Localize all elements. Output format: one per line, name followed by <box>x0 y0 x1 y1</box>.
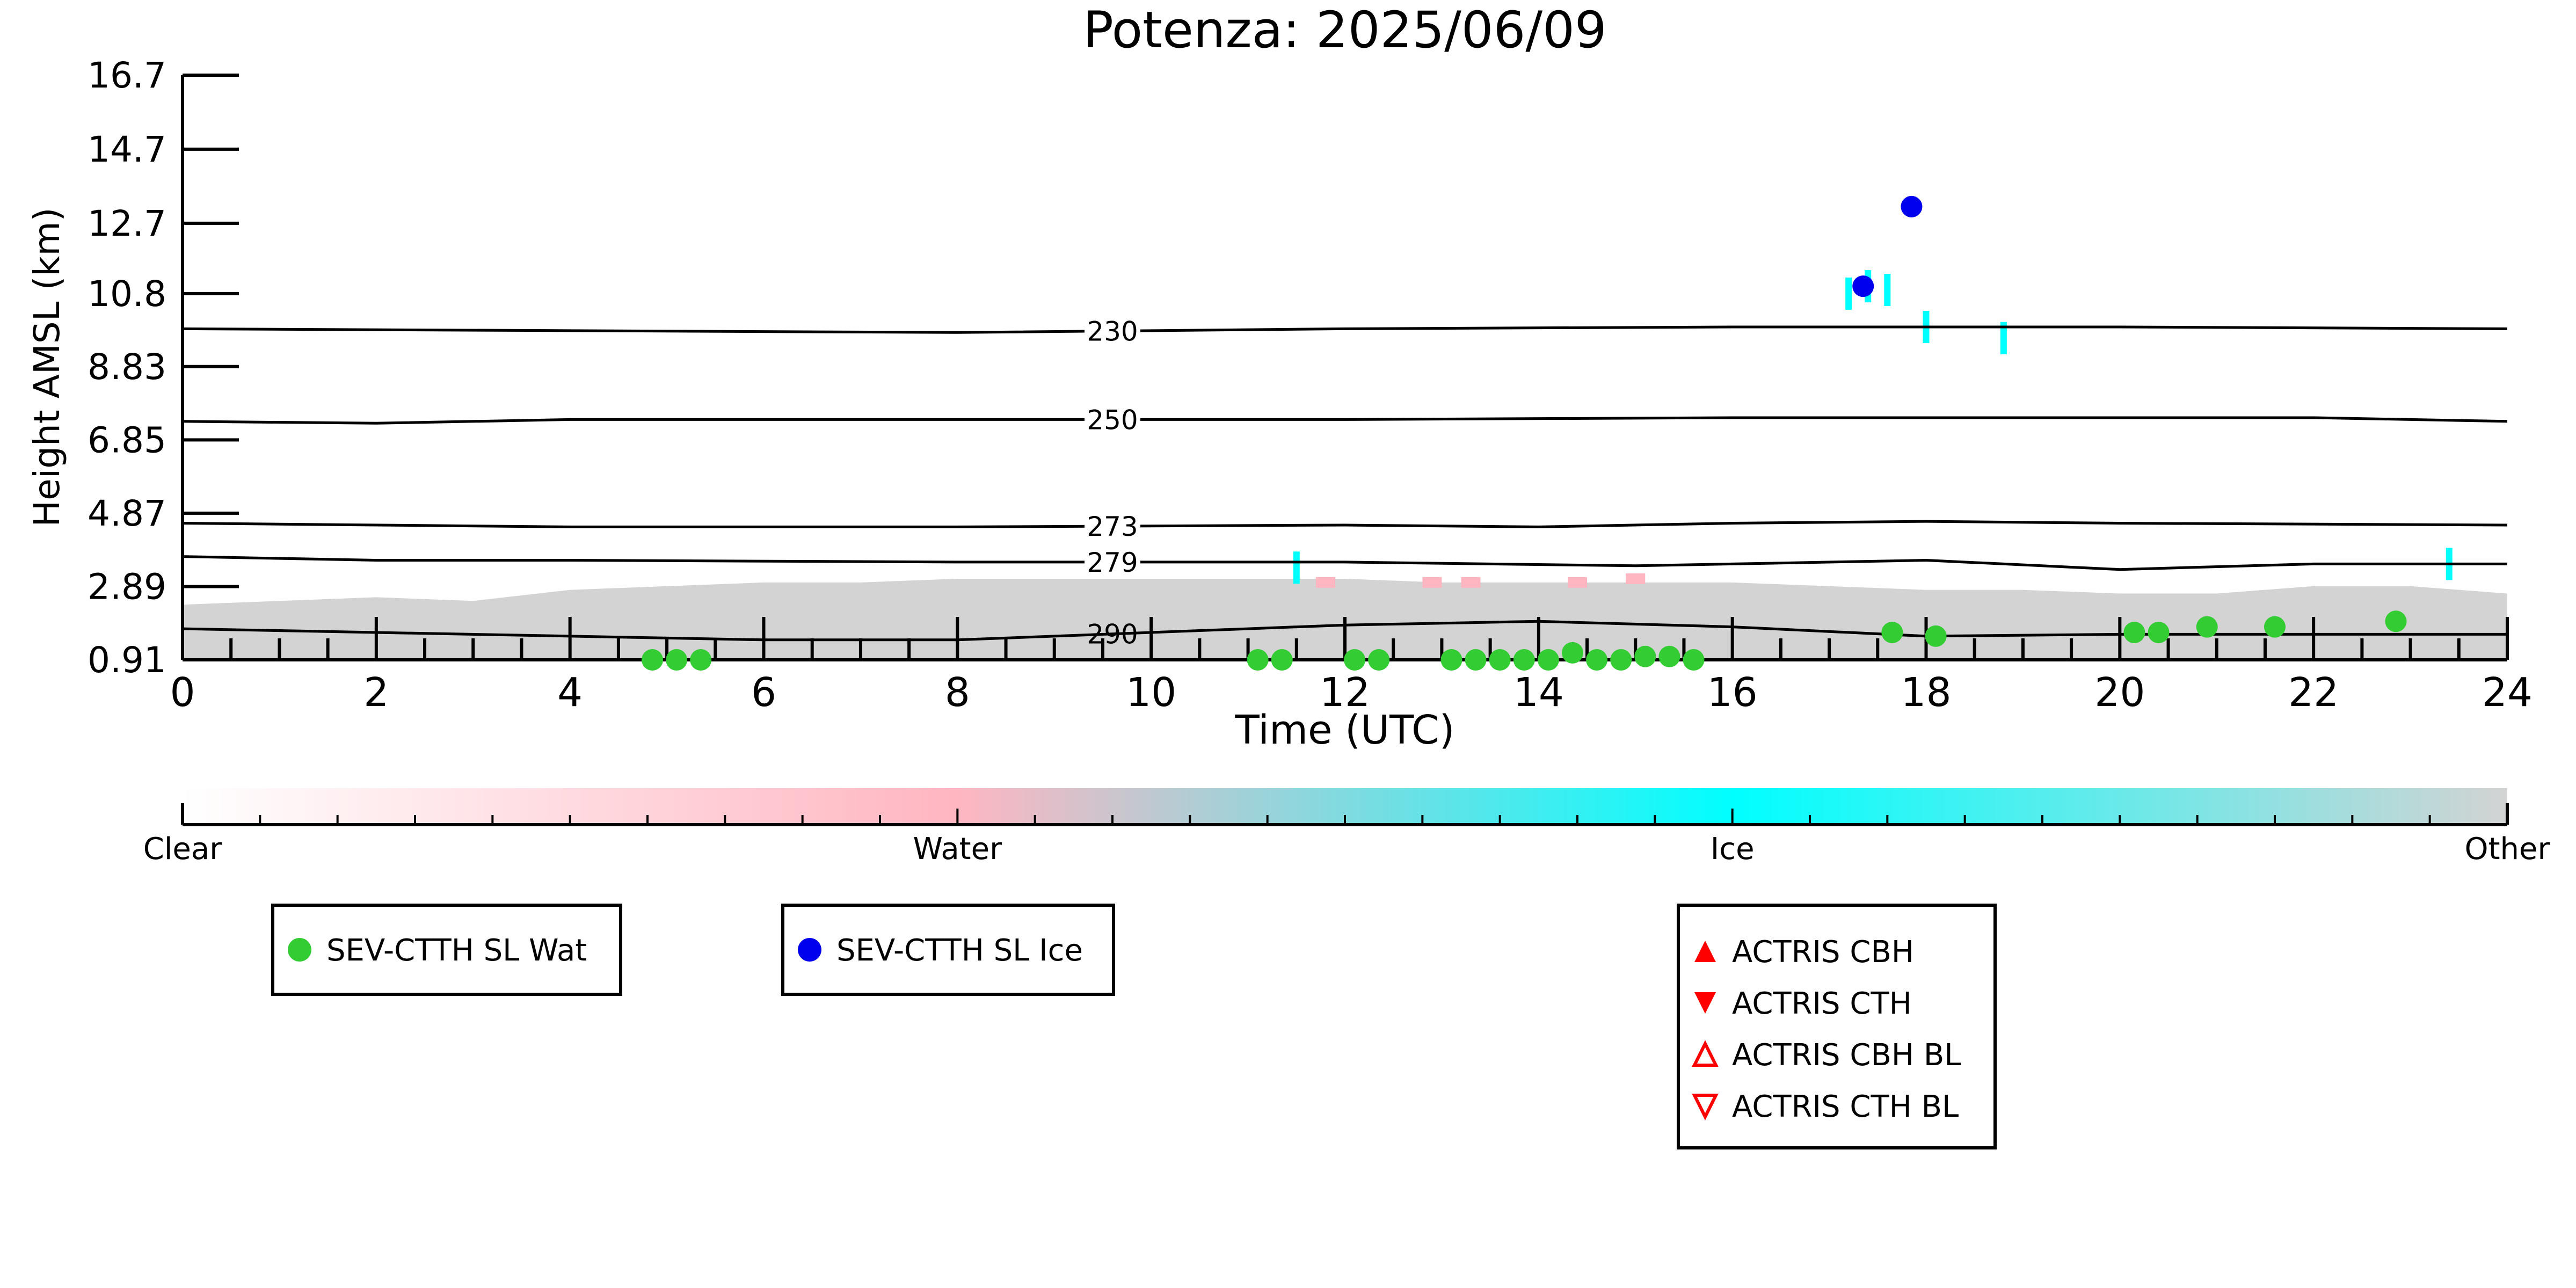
legends: SEV-CTTH SL Wat SEV-CTTH SL Ice ACTRIS CBH… <box>271 904 1997 1149</box>
colorbar-label-other: Other <box>2464 832 2550 867</box>
contour-label-bg <box>1085 512 1140 541</box>
contour-label-bg <box>1085 548 1140 576</box>
contour-label-bg <box>1085 405 1140 434</box>
y-tick-label: 16.7 <box>88 55 166 96</box>
y-tick-label: 10.8 <box>88 273 166 315</box>
ice-class-patch <box>1845 277 1852 310</box>
point-sev-ctth-sl-wat <box>1925 625 1947 647</box>
legend-label: SEV-CTTH SL Ice <box>836 933 1083 968</box>
y-tick-label: 8.83 <box>88 346 166 388</box>
water-class-patch <box>1568 577 1587 588</box>
x-tick-label: 4 <box>557 670 583 716</box>
x-tick-label: 14 <box>1513 670 1564 716</box>
colorbar-label-water: Water <box>913 832 1003 867</box>
point-sev-ctth-sl-wat <box>1440 649 1462 671</box>
point-sev-ctth-sl-wat <box>1881 621 1903 643</box>
contour-279 <box>182 555 2507 571</box>
x-tick-label: 20 <box>2094 670 2145 716</box>
x-tick-label: 22 <box>2288 670 2339 716</box>
legend-marker <box>1694 941 1716 962</box>
x-tick-label: 18 <box>1901 670 1951 716</box>
legend-label: ACTRIS CBH <box>1732 935 1914 970</box>
y-tick-label: 6.85 <box>88 419 166 461</box>
x-tick-label: 8 <box>945 670 970 716</box>
x-tick-label: 24 <box>2482 670 2533 716</box>
contour-label-250: 250 <box>1087 404 1138 435</box>
point-sev-ctth-sl-wat <box>1683 649 1705 671</box>
point-sev-ctth-sl-wat <box>1489 649 1511 671</box>
x-tick-label: 16 <box>1707 670 1758 716</box>
legend-box <box>1677 904 1997 1149</box>
x-tick-label: 2 <box>363 670 389 716</box>
water-class-patch <box>1422 577 1442 588</box>
legend-marker <box>1692 1094 1719 1120</box>
legend-marker <box>798 938 821 962</box>
legend-label: ACTRIS CTH <box>1732 986 1912 1021</box>
point-sev-ctth-sl-wat <box>1561 642 1583 664</box>
point-sev-ctth-sl-ice <box>1901 195 1923 217</box>
x-tick-label: 10 <box>1126 670 1176 716</box>
ice-class-patch <box>1293 551 1300 584</box>
point-sev-ctth-sl-wat <box>642 649 664 671</box>
point-sev-ctth-sl-wat <box>1271 649 1293 671</box>
x-tick-label: 12 <box>1320 670 1370 716</box>
colorbar-axis: Clear Water Ice Other <box>143 803 2550 867</box>
ice-class-patch <box>1884 274 1891 307</box>
legend-marker <box>288 938 311 962</box>
point-sev-ctth-sl-wat <box>1537 649 1559 671</box>
contour-label-230: 230 <box>1087 316 1138 347</box>
colorbar-label-ice: Ice <box>1711 832 1755 867</box>
legend-label: SEV-CTTH SL Wat <box>326 933 587 968</box>
legend-label: ACTRIS CTH BL <box>1732 1089 1959 1124</box>
legend-box <box>781 904 1115 996</box>
contour-250 <box>182 416 2508 425</box>
legend-label: ACTRIS CBH BL <box>1732 1038 1961 1073</box>
point-sev-ctth-sl-wat <box>1658 645 1680 667</box>
contour-label-290: 290 <box>1087 619 1138 650</box>
contour-230 <box>182 325 2508 334</box>
point-sev-ctth-sl-wat <box>1610 649 1632 671</box>
data-points <box>642 195 2407 671</box>
point-sev-ctth-sl-wat <box>1513 649 1535 671</box>
contour-273 <box>182 520 2508 528</box>
point-sev-ctth-sl-wat <box>690 649 712 671</box>
point-sev-ctth-sl-wat <box>2123 621 2145 643</box>
point-sev-ctth-sl-wat <box>1247 649 1269 671</box>
point-sev-ctth-sl-wat <box>1368 649 1390 671</box>
colorbar-label-clear: Clear <box>143 832 222 867</box>
x-tick-label: 0 <box>170 670 195 716</box>
y-tick-label: 0.91 <box>88 639 166 681</box>
x-tick-label: 6 <box>751 670 776 716</box>
y-axis-label: Height AMSL (km) <box>26 208 68 527</box>
water-class-patch <box>1626 573 1646 584</box>
y-tick-label: 4.87 <box>88 493 166 534</box>
point-sev-ctth-sl-wat <box>2264 616 2286 638</box>
point-sev-ctth-sl-wat <box>666 649 688 671</box>
y-tick-label: 14.7 <box>88 129 166 170</box>
legend-marker <box>1694 992 1716 1014</box>
chart-title: Potenza: 2025/06/09 <box>1083 1 1606 60</box>
point-sev-ctth-sl-wat <box>1586 649 1608 671</box>
contour-label-279: 279 <box>1087 547 1138 578</box>
point-sev-ctth-sl-wat <box>1465 649 1487 671</box>
point-sev-ctth-sl-wat <box>2148 621 2170 643</box>
point-sev-ctth-sl-wat <box>2385 610 2407 632</box>
x-axis-label: Time (UTC) <box>1234 707 1454 753</box>
legend-marker <box>1692 1040 1719 1067</box>
y-tick-label: 12.7 <box>88 203 166 244</box>
point-sev-ctth-sl-wat <box>2196 616 2218 638</box>
contour-label-bg <box>1085 317 1140 345</box>
contour-label-273: 273 <box>1087 511 1138 542</box>
point-sev-ctth-sl-ice <box>1852 275 1874 297</box>
ice-class-patch <box>2000 322 2007 354</box>
water-class-patch <box>1461 577 1481 588</box>
y-tick-label: 2.89 <box>88 566 166 607</box>
legend-box <box>271 904 622 996</box>
water-class-patch <box>1315 577 1335 588</box>
point-sev-ctth-sl-wat <box>1634 645 1656 667</box>
point-sev-ctth-sl-wat <box>1344 649 1366 671</box>
